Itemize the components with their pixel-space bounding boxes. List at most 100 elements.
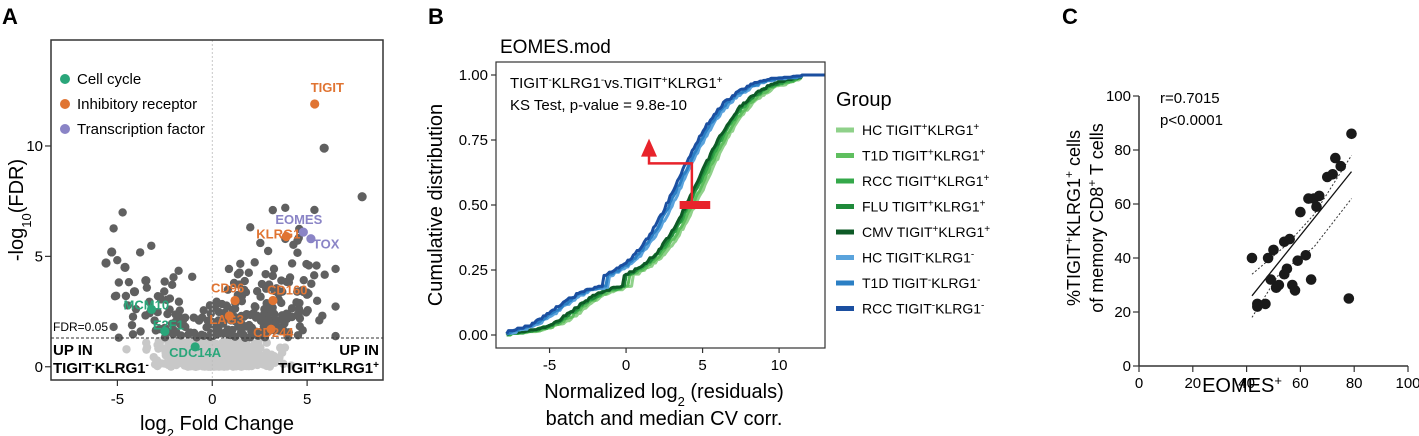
gene-label-eomes: EOMES — [275, 212, 322, 227]
ci-upper — [1251, 155, 1352, 275]
ks-test-result: KS Test, p-value = 9.8e-10 — [510, 97, 687, 114]
y-axis-title-c-line1: %TIGIT+KLRG1+ cells — [1062, 130, 1084, 306]
legend-item-b: RCC TIGIT-KLRG1- — [862, 300, 984, 317]
stat-r: r=0.7015 — [1160, 90, 1220, 107]
gene-point-sig — [141, 276, 151, 286]
x-axis-title-b-line2: batch and median CV corr. — [546, 408, 783, 430]
gene-point-sig — [199, 306, 208, 315]
gene-point-ns — [237, 357, 247, 366]
gene-point-sig — [307, 279, 316, 288]
legend-item-b: T1D TIGIT+KLRG1+ — [862, 147, 986, 164]
sample-point — [1295, 206, 1306, 218]
y-axis-title-b: Cumulative distribution — [425, 104, 447, 306]
gene-point-sig — [131, 304, 141, 314]
gene-point-ns — [253, 339, 263, 348]
gene-dot-cdc14a — [190, 342, 200, 352]
gene-point-sig — [129, 287, 140, 297]
gene-point-sig — [302, 259, 311, 269]
volcano-points — [101, 143, 367, 371]
gene-point-sig — [136, 327, 145, 336]
gene-point-sig — [169, 273, 178, 282]
chart-title-b: EOMES.mod — [500, 37, 611, 58]
sample-point — [1265, 274, 1277, 285]
y-tick-label-b: 0.50 — [459, 197, 488, 214]
gene-point-sig — [162, 295, 171, 305]
gene-point-sig — [287, 259, 297, 268]
gene-point-ns — [286, 361, 296, 370]
y-tick-label-c: 40 — [1114, 250, 1131, 267]
gene-dot-tox — [306, 234, 316, 244]
x-tick-label-c: 0 — [1135, 375, 1143, 392]
gene-point-sig — [223, 285, 233, 294]
gene-point-ns — [229, 355, 239, 364]
x-tick-label-c: 100 — [1395, 375, 1419, 392]
gene-point-sig — [315, 316, 324, 325]
gene-point-sig — [279, 325, 288, 335]
gene-label-e2f1: E2F1 — [153, 317, 184, 332]
corner-left: UP IN TIGIT-KLRG1- — [53, 342, 149, 377]
gene-point-sig — [229, 278, 239, 288]
gene-point-sig — [171, 310, 180, 319]
legend-inhibitory: Inhibitory receptor — [77, 96, 197, 113]
gene-point-ns — [155, 339, 164, 348]
panel-c: C 0 20 40 60 80 100 0 20 40 60 80 100 r=0.7015 p<0.… — [1062, 4, 1419, 397]
gene-point-sig — [270, 310, 279, 319]
gene-point-sig — [222, 301, 231, 310]
x-tick-label-a: -5 — [111, 391, 124, 408]
gene-point-ns — [174, 355, 183, 365]
x-tick-label-c: 80 — [1346, 375, 1363, 392]
gene-point-sig — [269, 264, 279, 274]
x-tick-label-a: 5 — [303, 391, 311, 408]
gene-point-sig — [357, 192, 367, 202]
gene-point-sig — [181, 322, 190, 332]
legend-dot-cell-cycle — [60, 74, 70, 84]
gene-point-sig — [202, 323, 211, 332]
gene-point-sig — [251, 302, 260, 312]
gene-dot-tigit — [310, 99, 320, 109]
gene-point-ns — [222, 362, 232, 371]
gene-point-sig — [310, 205, 319, 215]
y-tick-label-c: 60 — [1114, 196, 1131, 213]
gene-point-sig — [256, 238, 265, 248]
gene-label-cdc14a: CDC14A — [169, 345, 222, 360]
gene-point-sig — [260, 333, 270, 342]
arrow-shaft — [647, 154, 694, 201]
gene-dot-mcm10 — [146, 304, 157, 314]
gene-point-sig — [114, 278, 124, 287]
panel-b: B EOMES.mod -5 0 5 10 0.00 0.25 0.50 0.75 1.00 T… — [425, 4, 990, 430]
x-tick-label-b: 10 — [771, 357, 788, 374]
sample-point — [1343, 293, 1355, 304]
legend-item-b: HC TIGIT+KLRG1+ — [862, 122, 979, 139]
gene-point-ns — [235, 349, 245, 359]
gene-point-sig — [186, 328, 195, 337]
gene-point-ns — [210, 358, 220, 367]
gene-point-sig — [120, 262, 130, 273]
ks-comparison: TIGIT-KLRG1-vs.TIGIT+KLRG1+ — [510, 75, 723, 93]
gene-point-sig — [160, 287, 169, 296]
gene-point-sig — [268, 271, 278, 281]
y-tick-label-b: 1.00 — [459, 67, 488, 84]
y-tick-label-b: 0.00 — [459, 327, 488, 344]
gene-point-ns — [235, 343, 245, 353]
y-tick-label-c: 20 — [1114, 304, 1131, 321]
gene-point-sig — [281, 203, 290, 212]
gene-point-ns — [142, 338, 151, 347]
sample-point — [1260, 298, 1271, 310]
sample-point — [1289, 285, 1301, 296]
legend-title-b: Group — [836, 89, 892, 111]
gene-label-cd160: CD160 — [267, 283, 307, 298]
gene-point-sig — [303, 306, 312, 315]
y-tick-label-c: 80 — [1114, 142, 1131, 159]
gene-point-sig — [242, 322, 251, 331]
ecdf-1 — [506, 73, 825, 337]
sample-point — [1284, 233, 1295, 245]
legend-transcription: Transcription factor — [77, 121, 205, 138]
gene-point-sig — [252, 287, 262, 296]
gene-point-ns — [150, 360, 160, 369]
gene-point-sig — [142, 283, 152, 292]
gene-label-mcm10: MCM10 — [124, 297, 170, 312]
legend-item-b: CMV TIGIT+KLRG1+ — [862, 224, 990, 241]
gene-point-sig — [277, 298, 286, 308]
gene-point-ns — [279, 359, 288, 369]
y-tick-label-c: 100 — [1106, 88, 1131, 105]
